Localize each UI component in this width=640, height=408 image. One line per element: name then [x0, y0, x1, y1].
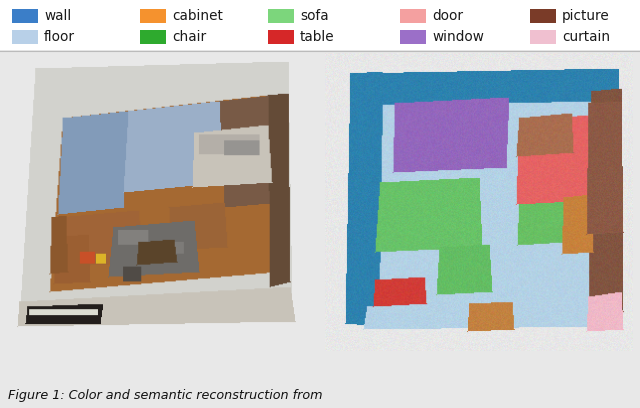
- FancyBboxPatch shape: [530, 30, 556, 44]
- FancyBboxPatch shape: [530, 9, 556, 23]
- Text: cabinet: cabinet: [172, 9, 223, 23]
- Text: table: table: [300, 30, 335, 44]
- FancyBboxPatch shape: [268, 30, 294, 44]
- FancyBboxPatch shape: [12, 30, 38, 44]
- Text: window: window: [432, 30, 484, 44]
- Text: door: door: [432, 9, 463, 23]
- Text: chair: chair: [172, 30, 206, 44]
- FancyBboxPatch shape: [0, 0, 640, 50]
- Text: wall: wall: [44, 9, 71, 23]
- FancyBboxPatch shape: [268, 9, 294, 23]
- Text: Figure 1: Color and semantic reconstruction from: Figure 1: Color and semantic reconstruct…: [8, 388, 323, 401]
- FancyBboxPatch shape: [140, 30, 166, 44]
- Text: curtain: curtain: [562, 30, 610, 44]
- FancyBboxPatch shape: [400, 30, 426, 44]
- FancyBboxPatch shape: [400, 9, 426, 23]
- Text: floor: floor: [44, 30, 75, 44]
- Text: picture: picture: [562, 9, 610, 23]
- FancyBboxPatch shape: [12, 9, 38, 23]
- Text: sofa: sofa: [300, 9, 328, 23]
- FancyBboxPatch shape: [140, 9, 166, 23]
